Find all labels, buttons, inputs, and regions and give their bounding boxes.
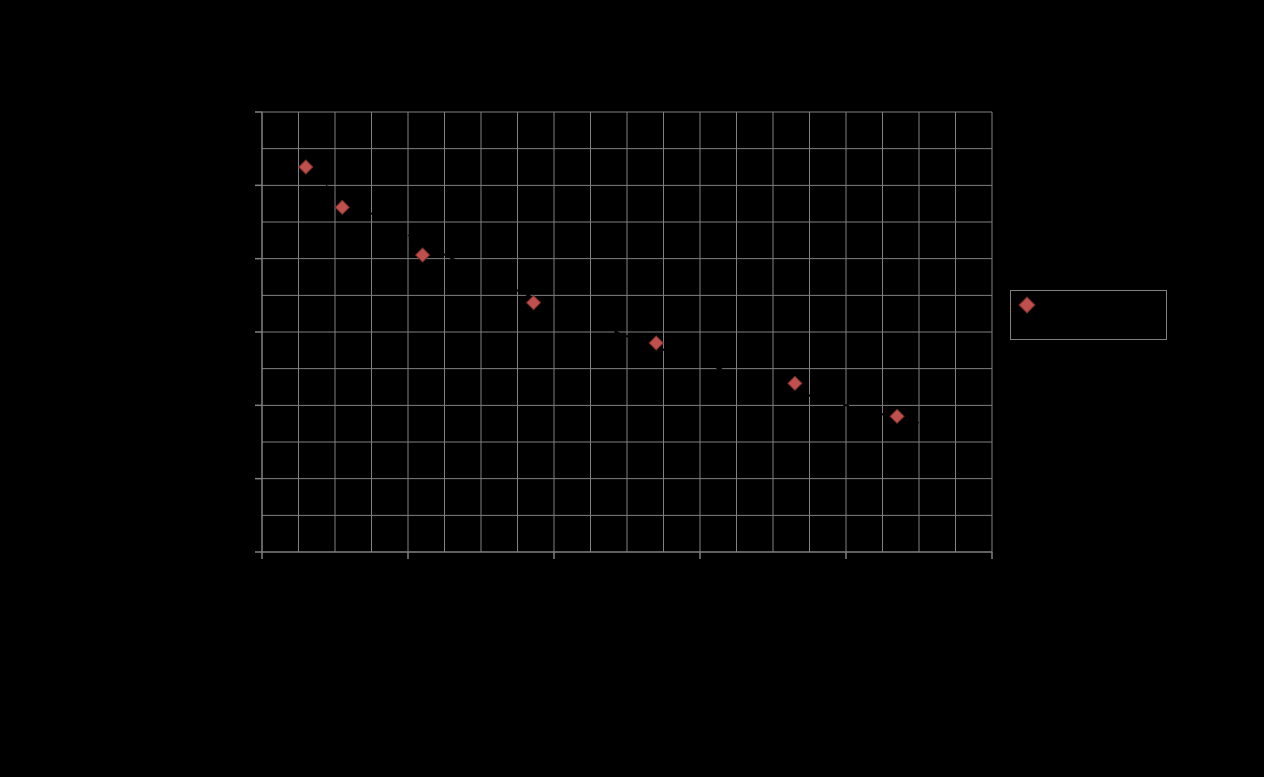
x-tick-label: 40 [546, 562, 562, 578]
y-tick-label: 80 [222, 251, 252, 267]
x-tick-label: 0 [258, 562, 266, 578]
diamond-icon [1019, 297, 1036, 314]
dash-icon [1021, 324, 1039, 326]
figure-container: Figure 3 Percent Saturation Oxygen Tempe… [0, 0, 1264, 777]
legend: Reading Expon. (Reading) [1010, 290, 1167, 340]
x-axis-label: Temperature °C [377, 592, 677, 610]
y-axis-label: Percent Saturation Oxygen [178, 241, 196, 441]
x-tick-label: 100 [980, 562, 1003, 578]
x-tick-label: 20 [400, 562, 416, 578]
y-tick-label: 60 [222, 324, 252, 340]
y-tick-label: 120 [222, 104, 252, 120]
x-tick-label: 80 [838, 562, 854, 578]
chart-title: Figure 3 [0, 72, 1264, 100]
x-axis-label-text: Temperature [471, 592, 565, 609]
y-tick-label: 40 [222, 397, 252, 413]
y-tick-label: 20 [222, 471, 252, 487]
x-tick-label: 60 [692, 562, 708, 578]
x-axis-label-unit: °C [565, 592, 583, 609]
y-tick-label: 100 [222, 177, 252, 193]
legend-item-label: Reading [1041, 297, 1093, 313]
legend-item-reading: Reading [1021, 297, 1156, 313]
y-tick-label: 0 [222, 544, 252, 560]
legend-item-label: Expon. (Reading) [1047, 317, 1156, 333]
legend-item-trend: Expon. (Reading) [1021, 317, 1156, 333]
